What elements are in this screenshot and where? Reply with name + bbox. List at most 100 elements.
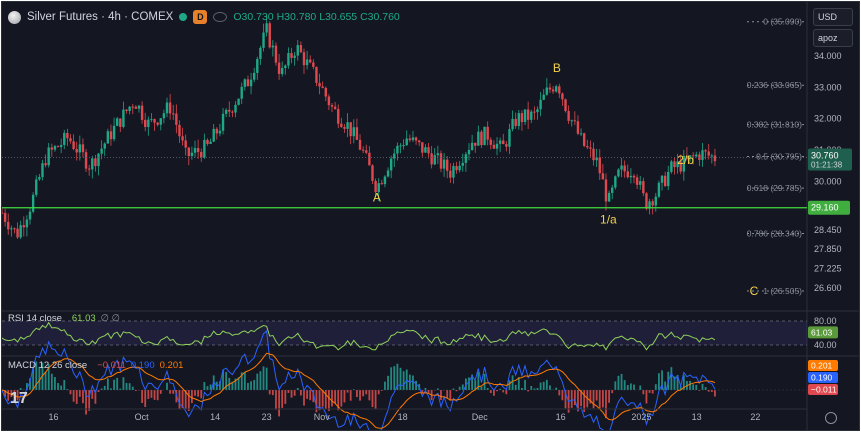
candle-body	[635, 177, 639, 185]
macd-histogram-bar	[116, 377, 119, 390]
macd-histogram-bar	[580, 390, 582, 407]
macd-histogram-bar	[402, 371, 405, 390]
x-tick-label: 14	[210, 412, 220, 422]
candle-body	[651, 201, 654, 206]
candle-body	[430, 153, 433, 165]
macd-histogram-bar	[250, 381, 252, 390]
macd-histogram-bar	[707, 390, 710, 392]
candle-body	[309, 59, 312, 63]
macd-histogram-bar	[542, 381, 545, 390]
macd-histogram-bar	[555, 387, 558, 390]
candle-body	[265, 23, 268, 33]
y-tick-label: 33.000	[814, 82, 842, 92]
macd-histogram-bar	[103, 385, 106, 390]
candle-body	[464, 154, 468, 163]
candle-body	[567, 111, 570, 121]
macd-histogram-bar	[639, 385, 642, 390]
macd-histogram-bar	[521, 387, 523, 390]
candle-body	[436, 153, 440, 156]
macd-histogram-bar	[306, 390, 309, 399]
macd-line	[2, 329, 716, 430]
macd-histogram-bar	[91, 390, 94, 399]
macd-histogram-bar	[387, 375, 389, 390]
macd-histogram-bar	[334, 390, 337, 404]
macd-value-tag	[808, 384, 838, 395]
candle-body	[523, 109, 527, 123]
candle-body	[554, 86, 558, 92]
macd-histogram-bar	[371, 390, 374, 408]
candle-body	[231, 111, 234, 113]
currency-select[interactable]: USD	[813, 8, 853, 26]
macd-histogram-bar	[356, 390, 358, 398]
candle-body	[657, 182, 661, 197]
macd-histogram-bar	[704, 387, 707, 390]
macd-histogram-bar	[390, 367, 393, 390]
candle-body	[343, 126, 346, 129]
candle-body	[106, 131, 110, 144]
rsi-tick-label: 40.00	[814, 340, 837, 350]
candle-body	[47, 147, 50, 166]
candle-body	[144, 119, 147, 127]
candle-body	[573, 120, 577, 122]
candle-body	[115, 118, 119, 126]
candle-body	[477, 131, 480, 146]
candle-body	[508, 129, 511, 147]
fib-level-label: 0.5 (30.795)	[756, 151, 802, 161]
candle-body	[125, 109, 128, 111]
candle-body	[536, 109, 539, 113]
candle-body	[140, 105, 144, 120]
candle-body	[91, 158, 94, 170]
close-value: C30.760	[360, 11, 400, 23]
candle-body	[119, 118, 122, 127]
macd-histogram-bar	[78, 390, 81, 397]
macd-histogram-bar	[620, 373, 623, 390]
fib-level-label: 0.382 (31.810)	[747, 120, 802, 130]
macd-histogram-bar	[527, 390, 530, 392]
eye-icon[interactable]	[213, 12, 228, 22]
rsi-legend: RSI 14 close 61.03 ∅ ∅	[8, 313, 120, 324]
macd-histogram-bar	[32, 368, 35, 390]
symbol-title[interactable]: Silver Futures · 4h · COMEX	[27, 11, 174, 23]
macd-histogram-bar	[536, 387, 539, 390]
settings-icon[interactable]	[825, 412, 837, 424]
y-tick-label: 30.000	[814, 176, 842, 186]
rsi-name[interactable]: RSI 14 close	[8, 313, 62, 324]
candle-body	[97, 153, 100, 167]
macd-histogram-bar	[598, 390, 601, 409]
macd-histogram-bar	[178, 390, 181, 409]
candle-body	[673, 161, 676, 168]
macd-histogram-bar	[670, 367, 673, 390]
candle-body	[492, 144, 496, 149]
candle-body	[505, 144, 508, 147]
tradingview-logo: 17	[10, 390, 28, 407]
candle-body	[190, 152, 194, 157]
candle-body	[642, 181, 645, 194]
macd-histogram-bar	[88, 390, 91, 411]
candle-body	[206, 139, 209, 144]
y-tick-label: 34.000	[814, 51, 842, 61]
macd-value: 0.190	[130, 360, 155, 371]
candle-body	[449, 170, 452, 178]
rsi-tick-label: 80.00	[814, 316, 837, 326]
macd-histogram-bar	[415, 380, 417, 390]
macd-histogram-bar	[468, 377, 470, 390]
x-tick-label: 23	[262, 412, 272, 422]
y-tick-label: 32.000	[814, 114, 842, 124]
macd-histogram-bar	[35, 361, 38, 390]
candle-body	[570, 120, 573, 122]
macd-histogram-bar	[399, 367, 402, 390]
candle-body	[417, 140, 421, 143]
x-tick-label: 16	[556, 412, 566, 422]
candle-body	[340, 123, 343, 127]
macd-histogram-bar	[424, 387, 427, 390]
candle-body	[427, 147, 430, 154]
macd-histogram-bar	[259, 371, 262, 390]
candle-body	[109, 131, 113, 140]
macd-histogram-bar	[303, 390, 305, 406]
candle-body	[368, 152, 371, 166]
macd-name[interactable]: MACD 12 26 close	[8, 360, 88, 371]
candle-body	[13, 228, 16, 230]
d-badge[interactable]: D	[193, 10, 208, 24]
scale-select[interactable]: apoz	[813, 29, 853, 47]
